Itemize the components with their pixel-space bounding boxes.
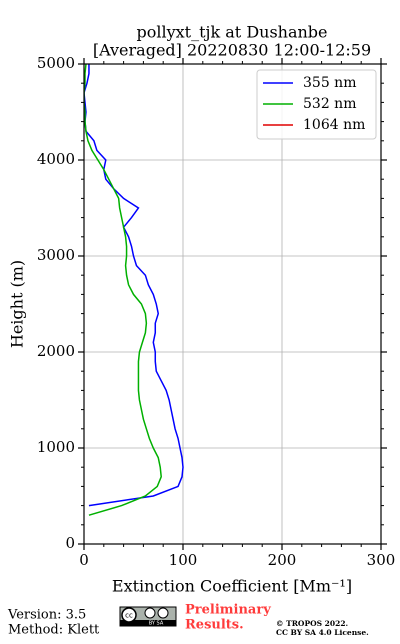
logo-text: BY SA <box>149 621 164 627</box>
cc-logo: cc BY SA <box>119 606 177 627</box>
legend-label: 532 nm <box>303 96 356 112</box>
y-tick-label: 0 <box>65 534 75 552</box>
chart-subtitle: [Averaged] 20220830 12:00-12:59 <box>93 41 371 60</box>
x-tick-label: 300 <box>367 551 396 569</box>
preliminary: Results. <box>185 618 244 633</box>
method: Method: Klett <box>8 623 100 638</box>
legend-label: 355 nm <box>303 75 356 91</box>
legend-box <box>256 69 377 140</box>
y-tick-label: 4000 <box>37 150 75 168</box>
svg-text:cc: cc <box>125 612 133 620</box>
x-tick-label: 0 <box>79 551 89 569</box>
y-axis-label: Height (m) <box>8 260 27 348</box>
y-tick-label: 2000 <box>37 342 75 360</box>
chart-title: pollyxt_tjk at Dushanbe <box>136 23 327 42</box>
profile-line <box>84 64 184 507</box>
plot-frame <box>83 63 382 545</box>
legend-label: 1064 nm <box>303 117 365 133</box>
x-axis-label: Extinction Coefficient [Mm⁻¹] <box>112 577 352 596</box>
y-tick-label: 3000 <box>37 246 75 264</box>
profile-line <box>84 64 162 516</box>
preliminary: Preliminary <box>185 603 271 618</box>
copyright: © TROPOS 2022. <box>276 619 348 628</box>
x-tick-label: 200 <box>268 551 297 569</box>
y-tick-label: 1000 <box>37 438 75 456</box>
y-tick-label: 5000 <box>37 54 75 72</box>
x-tick-label: 100 <box>169 551 198 569</box>
license: CC BY SA 4.0 License. <box>276 628 369 637</box>
version: Version: 3.5 <box>7 608 86 623</box>
